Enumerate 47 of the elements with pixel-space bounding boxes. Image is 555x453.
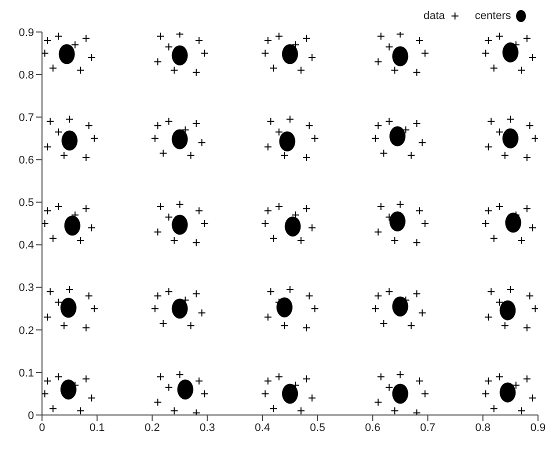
point — [389, 126, 406, 146]
point — [282, 44, 298, 64]
x-tick-label: 0.3 — [200, 422, 215, 434]
x-tick-label: 0.4 — [254, 422, 270, 434]
point — [392, 384, 408, 404]
x-tick-label: 0.9 — [530, 422, 546, 434]
x-tick-label: 0.5 — [310, 422, 326, 434]
legend-label: data — [424, 10, 445, 22]
x-tick-label: 0.1 — [89, 422, 105, 434]
point — [58, 44, 75, 64]
y-tick-label: 0.7 — [18, 112, 34, 124]
point — [505, 212, 522, 233]
y-tick-label: 0.9 — [18, 26, 34, 39]
y-tick-label: 0 — [28, 410, 34, 422]
point — [500, 300, 516, 320]
legend-label: centers — [474, 10, 511, 22]
point — [60, 379, 76, 400]
y-tick-label: 0.3 — [18, 282, 34, 294]
point — [502, 128, 518, 148]
x-tick-label: 0.7 — [420, 422, 436, 434]
point — [172, 214, 188, 235]
y-tick-label: 0.8 — [18, 69, 34, 82]
y-tick-label: 0.2 — [18, 324, 34, 337]
y-tick-label: 0.1 — [18, 367, 34, 380]
point — [62, 130, 78, 151]
point — [392, 296, 408, 316]
x-tick-label: 0.8 — [475, 422, 491, 434]
x-tick-label: 0.2 — [144, 422, 160, 434]
point — [282, 384, 298, 404]
point — [502, 42, 518, 62]
point — [392, 46, 408, 66]
point — [64, 216, 80, 236]
point — [60, 298, 76, 318]
point — [172, 45, 188, 66]
point — [279, 131, 296, 152]
point — [172, 129, 188, 150]
y-tick-label: 0.6 — [18, 154, 34, 167]
point — [177, 379, 194, 400]
y-tick-label: 0.5 — [18, 197, 34, 210]
x-tick-label: 0 — [38, 422, 46, 434]
y-tick-label: 0.4 — [18, 240, 34, 252]
point — [276, 297, 292, 318]
point — [500, 382, 516, 402]
point — [389, 211, 406, 232]
point — [284, 216, 301, 236]
point — [172, 298, 188, 319]
x-tick-label: 0.6 — [365, 422, 380, 434]
